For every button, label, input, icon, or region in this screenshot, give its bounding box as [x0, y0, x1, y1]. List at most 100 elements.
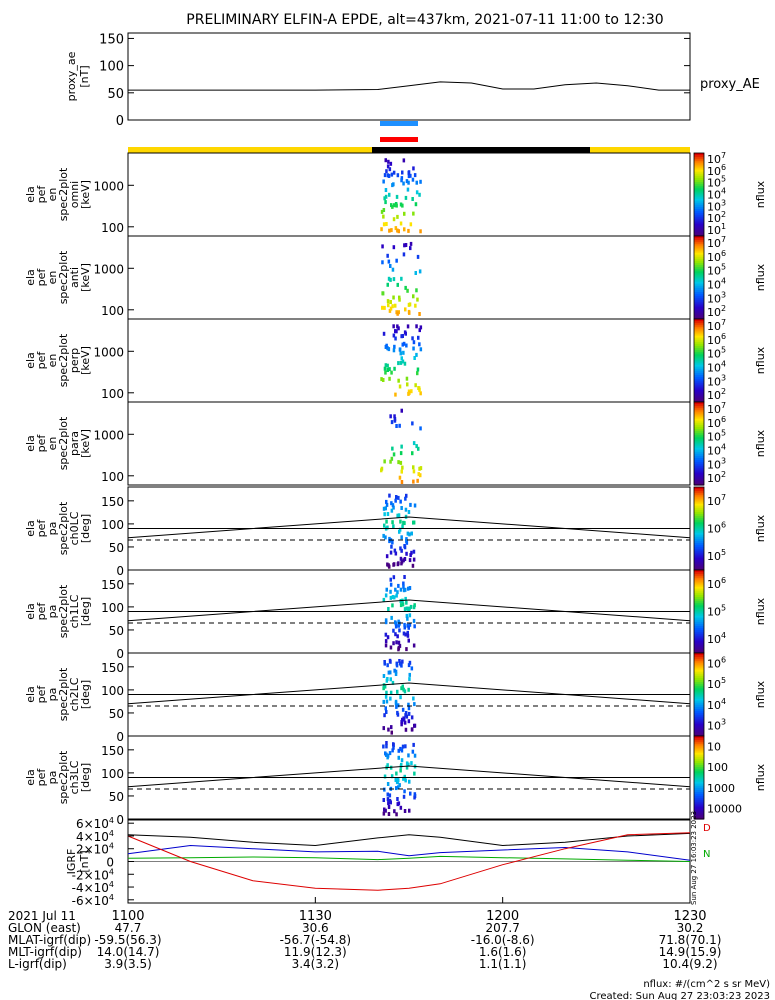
spec-colorbar-0: 101102103104105106107nflux — [694, 151, 767, 237]
pa-pixel — [389, 659, 392, 663]
spec-pixel — [388, 260, 391, 264]
pa-colorbar-1-tick-exp: 6 — [721, 576, 726, 585]
spec-pixel — [382, 180, 385, 184]
spec-pixel — [392, 268, 395, 272]
spec-pixel — [392, 324, 395, 328]
pa-pixel — [407, 587, 410, 591]
pa-pixel — [383, 700, 386, 704]
pa-pixel — [395, 625, 398, 629]
spec-pixel — [411, 421, 414, 425]
pa-pixel — [402, 585, 405, 589]
pa-colorbar-1-tick-exp: 4 — [721, 631, 726, 640]
pa-pixel — [390, 646, 393, 650]
spec-pixel — [387, 173, 390, 177]
spec-pixel — [415, 353, 418, 357]
spec-colorbar-3-tick-exp: 2 — [721, 470, 726, 479]
pa-ylabel: [deg] — [79, 597, 92, 626]
pa-pixel — [390, 545, 393, 549]
spec-pixel — [418, 472, 421, 476]
spec-pixel — [387, 160, 390, 164]
igrf-panel: 6×1044×1042×1040-2×104-4×104-6×104IGRF [n… — [65, 816, 711, 908]
spec-pixel — [393, 452, 396, 456]
spec-pixel — [385, 188, 388, 192]
spec-colorbar-2-tick: 105 — [707, 346, 726, 361]
spec-tick-label: 100 — [101, 470, 124, 484]
spec-pixel — [420, 347, 423, 351]
spec-pixel — [415, 202, 418, 206]
pa-tick-label: 100 — [101, 601, 124, 615]
pa-pixel — [387, 512, 390, 516]
pa-pixel — [404, 778, 407, 782]
pa-pixel — [389, 799, 392, 803]
pa-pixel — [404, 809, 407, 813]
pa-pixel — [413, 605, 416, 609]
pa-pixel — [392, 629, 395, 633]
spec-pixel — [418, 312, 421, 316]
spec-tick-label: 100 — [101, 387, 124, 401]
spec-pixel — [387, 303, 390, 307]
pa-colorbar-1-tick-exp: 5 — [721, 604, 726, 613]
red-marker — [380, 137, 418, 142]
spec-pixel — [403, 252, 406, 256]
spec-colorbar-1-tick-exp: 7 — [721, 235, 726, 244]
spec-pixel — [393, 203, 396, 207]
pa-colorbar-0-tick: 106 — [707, 521, 726, 536]
pa-pixel — [403, 789, 406, 793]
pa-pixel — [385, 744, 388, 748]
spec-colorbar-3-tick: 103 — [707, 456, 726, 471]
spec-panel-1: 1001000elapefenspec2plotanti[keV]1021031… — [24, 235, 767, 320]
spec-pixel — [411, 197, 414, 201]
spec-frame — [128, 153, 690, 236]
pa-pixel — [404, 607, 407, 611]
pa-pixel — [393, 595, 396, 599]
pa-colorbar-0-label: nflux — [754, 514, 767, 542]
spec-colorbar-1-tick-exp: 6 — [721, 249, 726, 258]
pa-pixel — [407, 607, 410, 611]
igrf-legend-n: N — [703, 849, 710, 860]
pa-pixel — [386, 663, 389, 667]
pa-pixel — [386, 554, 389, 558]
igrf-ylabel: IGRF — [65, 849, 78, 875]
spec-pixel — [390, 307, 393, 311]
pa-pixel — [399, 500, 402, 504]
pa-colorbar-2-label: nflux — [754, 680, 767, 708]
spec-pixel — [417, 336, 420, 340]
spec-pixel — [389, 460, 392, 464]
spec-colorbar-0-tick-exp: 5 — [721, 175, 726, 184]
spec-pixel — [412, 294, 415, 298]
spec-pixel — [392, 182, 395, 186]
spec-pixel — [383, 459, 386, 463]
spec-pixel — [381, 306, 384, 310]
pa-pixel — [395, 812, 398, 816]
spec-pixel — [389, 167, 392, 171]
pa-pixel — [404, 497, 407, 501]
pa-pixel — [387, 728, 390, 732]
spec-pixel — [401, 409, 404, 413]
pa-colorbar-1-tick: 104 — [707, 631, 726, 646]
spec-pixel — [400, 461, 403, 465]
spec-pixel — [408, 303, 411, 307]
pa-pixel — [400, 806, 403, 810]
pa-pixel — [392, 563, 395, 567]
pa-pixel — [398, 756, 401, 760]
pa-colorbar-3-tick: 10 — [707, 740, 721, 753]
pa-pixel — [396, 690, 399, 694]
spec-colorbar-3-tick-exp: 4 — [721, 442, 726, 451]
spec-pixel — [410, 222, 413, 226]
pa-pixel — [403, 623, 406, 627]
pa-pixel — [395, 495, 398, 499]
pa-pixel — [384, 662, 387, 666]
pa-pixel — [404, 744, 407, 748]
pa-colorbar-3: 10000100010010nflux — [694, 736, 767, 820]
spec-pixel — [416, 371, 419, 375]
pa-pixel — [414, 504, 417, 508]
spec-panel-2: 1001000elapefenspec2plotperp[keV]1021031… — [24, 318, 767, 403]
pa-pixel — [395, 701, 398, 705]
proxy-tick-label: 150 — [99, 32, 124, 47]
proxy-tick-label: 0 — [116, 114, 124, 129]
pa-tick-label: 50 — [109, 541, 124, 555]
pa-pixel — [393, 575, 396, 579]
pa-pixel — [409, 553, 412, 557]
spec-pixel — [395, 259, 398, 263]
spec-pixel — [401, 356, 404, 360]
